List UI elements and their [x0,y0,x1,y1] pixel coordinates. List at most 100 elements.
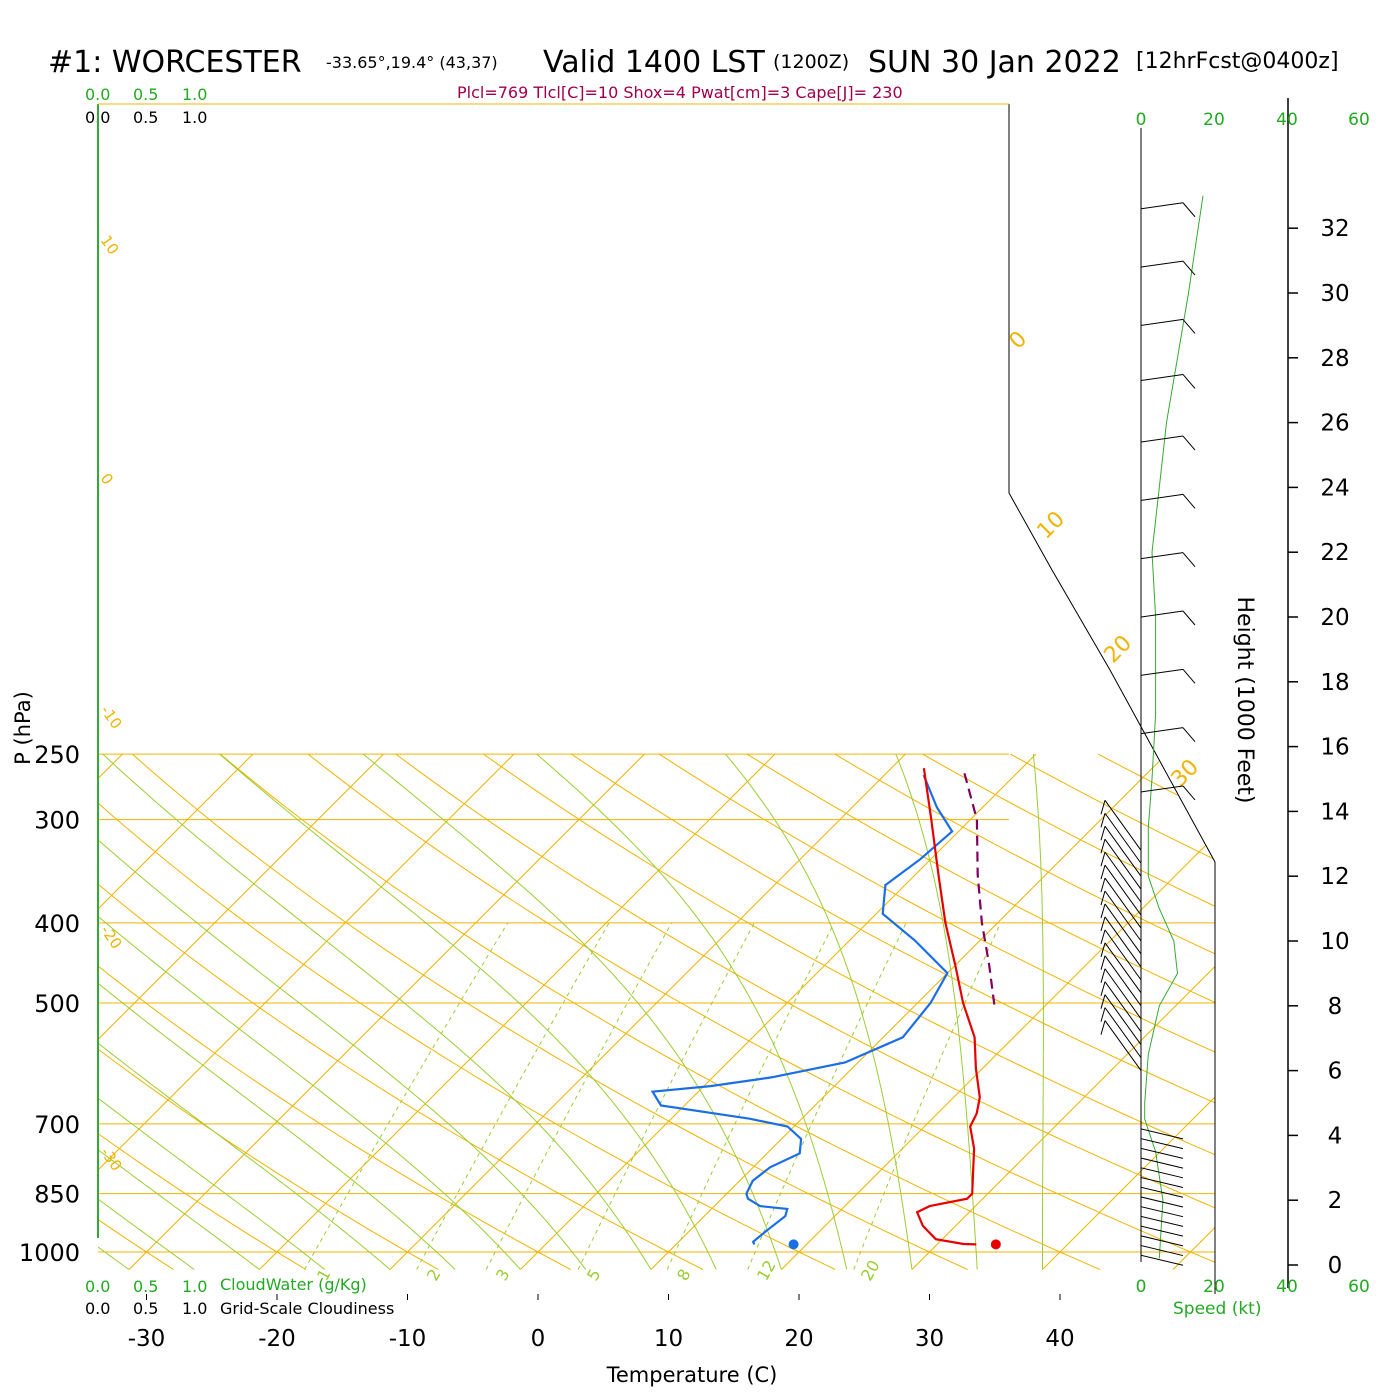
moist-adiabat-line [1032,754,1044,1270]
isotherm-line [98,753,384,1270]
wind-barb [1104,981,1142,1033]
height-tick-label: 0 [1328,1253,1343,1279]
isotherm-label-left: 10 [97,232,123,258]
plot-frame [97,103,1216,1294]
cw-tick-bottom: 1.0 [182,1277,207,1296]
wind-barb [1104,799,1142,851]
wind-barb-flag [1100,890,1106,906]
wind-barb [1140,1128,1184,1140]
dry-adiabat-line [483,753,1215,1270]
height-tick-label: 26 [1320,411,1349,437]
wind-barb [1104,916,1142,968]
cloudiness-tick-top: 1.0 [182,108,207,127]
height-tick-label: 20 [1320,605,1349,631]
dry-adiabat-line [98,753,836,1270]
sounding-indices: Plcl=769 Tlcl[C]=10 Shox=4 Pwat[cm]=3 Ca… [457,83,903,102]
wind-panel: 0246810121416182022242628303200202040406… [1100,98,1370,1297]
wind-barb [1140,260,1184,268]
pressure-tick-label: 700 [34,1111,80,1139]
mixing-ratio-label: 2 [423,1266,445,1284]
cw-tick-bottom: 0.5 [133,1277,158,1296]
temperature-tick-label: -10 [389,1326,427,1352]
height-tick-label: 18 [1320,670,1349,696]
cloudwater-scale-bottom: 0.0 0.5 1.0 CloudWater (g/Kg) 0.0 0.5 1.… [85,1275,394,1318]
dry-adiabat-line [834,753,1215,1270]
wind-barb-flag [1182,727,1196,742]
wind-barb [1104,877,1142,929]
wind-barb-flag [1100,813,1106,828]
dewpoint-line [650,774,954,1245]
station-title: #1: WORCESTER [48,45,302,80]
wind-barb-flag [1100,942,1106,957]
wind-barb-flag [1182,494,1196,509]
mixing-ratio-line [485,922,673,1270]
wind-barb-flag [1182,260,1196,276]
wind-barb [1104,812,1142,864]
wind-barb [1140,668,1184,676]
wind-barb [1140,1186,1184,1198]
dry-adiabat-line [571,753,1215,1270]
cloudwater-scale-top: 0.0 0.5 1.0 0.0 0.5 1.0 [85,85,207,127]
surface-dewpoint-dot [788,1239,799,1250]
wind-barb [1140,202,1184,210]
temperature-tick-label: 10 [654,1326,683,1352]
cloudiness-tick-top: 0.5 [133,108,158,127]
wind-barb [1140,373,1184,381]
dry-adiabat-line [98,753,307,1270]
wind-barb-flag [1100,839,1106,854]
wind-barb [1140,1254,1184,1266]
moist-adiabat-line [895,753,978,1270]
wind-barb [1104,838,1142,890]
moist-adiabat-line [219,753,717,1270]
wind-barb [1140,1177,1184,1189]
dry-adiabat-line [98,753,439,1270]
wind-barb-flag [1100,968,1106,983]
forecast-info: [12hrFcst@0400z] [1136,49,1339,74]
cw-tick-top: 0.5 [133,85,158,104]
parcel-line [962,767,996,1005]
wind-barb-flag [1100,826,1106,841]
dry-adiabat-line [658,753,1215,1270]
surface-temperature-dot [990,1239,1001,1250]
height-axis-title: Height (1000 Feet) [1232,596,1257,803]
x-axis-title: Temperature (C) [606,1363,778,1387]
dry-adiabat-line [98,753,571,1270]
moist-adiabat-line [98,753,260,1270]
temperature-tick-label: 20 [784,1326,813,1352]
moist-adiabat-line [362,753,782,1270]
wind-barb-flag [1100,929,1106,945]
cloudiness-tick-bottom: 0.0 [85,1299,110,1318]
wind-barb [1140,785,1184,793]
dry-adiabat-line [1185,753,1215,1270]
moist-adiabat-line [725,753,913,1270]
wind-barb [1140,1167,1184,1179]
wind-barb [1140,1147,1184,1159]
speed-tick-top: 0 [1136,110,1147,130]
dry-adiabat-line [1097,753,1215,1270]
height-tick-label: 2 [1328,1188,1343,1214]
wind-barb [1140,1157,1184,1169]
wind-barb-flag [1182,610,1196,626]
wind-barb-flag [1100,1020,1106,1035]
wind-barb-flag [1182,202,1196,218]
isotherm-line [520,753,1037,1270]
mixing-ratio-line [666,922,835,1270]
isotherm-line [1042,753,1215,1270]
wind-barb [1104,890,1142,942]
height-tick-label: 24 [1320,475,1349,501]
isotherm-label-left: 0 [97,470,117,488]
dry-adiabat-line [219,753,1101,1270]
wind-barb-flag [1100,1007,1106,1022]
moist-adiabat-line [102,753,652,1270]
mixing-ratio-line [416,922,610,1270]
mixing-ratio-line [747,922,907,1270]
wind-barb [1140,1138,1184,1150]
temperature-tick-label: -20 [258,1326,296,1352]
dry-adiabat-line [746,753,1215,1270]
speed-tick-bottom: 40 [1276,1277,1298,1297]
cloudwater-label: CloudWater (g/Kg) [220,1275,367,1294]
temperature-tick-label: 40 [1045,1326,1074,1352]
mixing-ratio-line [577,922,755,1270]
